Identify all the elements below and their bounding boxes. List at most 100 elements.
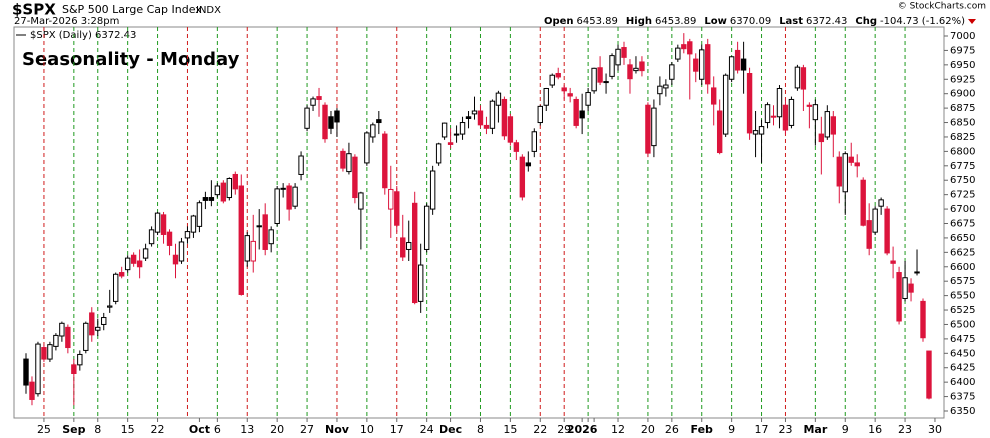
candle-body xyxy=(83,322,89,351)
candle-body xyxy=(788,98,795,126)
candle-body xyxy=(830,116,836,135)
candle-body xyxy=(615,48,621,66)
candle-body xyxy=(860,179,866,226)
quote-label: High xyxy=(626,16,652,27)
x-tick-label: Oct xyxy=(189,423,210,436)
candle-body xyxy=(364,132,370,164)
candle-body xyxy=(699,49,705,80)
candle-body xyxy=(101,317,107,325)
candle-body xyxy=(848,156,854,163)
x-tick-label: 20 xyxy=(641,423,655,436)
candle-body xyxy=(184,231,191,239)
y-tick-label: 6375 xyxy=(950,392,975,403)
candle-body xyxy=(854,162,860,167)
candle-body xyxy=(423,205,430,250)
x-tick-label: 17 xyxy=(390,423,404,436)
x-tick-label: 29 xyxy=(557,423,571,436)
candle-body xyxy=(603,81,609,84)
candle-body xyxy=(447,142,454,145)
x-tick-label: 20 xyxy=(270,423,284,436)
candle-body xyxy=(394,191,400,226)
y-tick-label: 6850 xyxy=(950,118,975,129)
quote-value: -104.73 (-1.62%) xyxy=(880,16,965,27)
y-tick-label: 6775 xyxy=(950,161,975,172)
candle-body xyxy=(47,344,53,360)
candle-body xyxy=(705,44,711,85)
candle-body xyxy=(812,104,819,121)
x-tick-label: 27 xyxy=(300,423,314,436)
candle-body xyxy=(232,173,239,190)
candle-body xyxy=(35,343,41,395)
x-tick-label: 8 xyxy=(477,423,484,436)
candle-body xyxy=(53,334,59,347)
y-tick-label: 6975 xyxy=(950,45,975,56)
datetime: 27-Mar-2026 3:28pm xyxy=(14,16,119,27)
candle-body xyxy=(663,84,669,89)
quote-value: 6370.09 xyxy=(730,16,771,27)
candle-body xyxy=(400,237,406,258)
candle-body xyxy=(645,104,651,154)
candle-body xyxy=(711,87,717,105)
candle-body xyxy=(406,242,412,250)
candle-body xyxy=(250,240,256,262)
candle-body xyxy=(669,64,675,80)
candle-body xyxy=(298,155,304,175)
candle-body xyxy=(71,364,77,375)
candle-body xyxy=(262,214,268,250)
candle-body xyxy=(567,93,573,97)
candle-body xyxy=(316,96,322,100)
x-tick-label: 13 xyxy=(240,423,254,436)
x-tick-label: 15 xyxy=(121,423,135,436)
y-tick-label: 6675 xyxy=(950,219,975,230)
candle-body xyxy=(746,73,753,134)
candle-body xyxy=(764,104,771,124)
candle-body xyxy=(196,202,203,227)
candle-body xyxy=(836,156,842,187)
x-tick-label: 25 xyxy=(37,423,51,436)
x-tick-label: 12 xyxy=(611,423,625,436)
candle-body xyxy=(519,156,526,198)
x-tick-label: 17 xyxy=(755,423,769,436)
candle-body xyxy=(29,381,35,400)
x-tick-label: Nov xyxy=(325,423,350,436)
candle-body xyxy=(238,185,244,295)
candle-body xyxy=(412,202,418,304)
candle-body xyxy=(113,273,119,302)
candle-body xyxy=(621,47,627,58)
candle-body xyxy=(483,124,490,129)
exchange: INDX xyxy=(196,5,221,16)
candle-body xyxy=(752,130,759,135)
candle-body xyxy=(340,150,346,169)
y-tick-label: 6800 xyxy=(950,146,975,157)
candle-body xyxy=(890,260,896,264)
candle-body xyxy=(794,66,801,89)
candle-body xyxy=(334,110,340,123)
y-tick-label: 6550 xyxy=(950,291,975,302)
candle-body xyxy=(178,241,185,262)
y-tick-label: 6625 xyxy=(950,247,975,258)
candle-body xyxy=(722,74,729,135)
candle-body xyxy=(818,133,825,143)
x-tick-label: 26 xyxy=(665,423,679,436)
candle-body xyxy=(118,272,125,277)
quote-label: Chg xyxy=(855,16,877,27)
x-tick-label: 16 xyxy=(868,423,882,436)
candle-body xyxy=(370,124,376,138)
quote-label: Low xyxy=(704,16,726,27)
candle-body xyxy=(758,126,765,135)
candle-body xyxy=(591,67,597,92)
y-tick-label: 6350 xyxy=(950,406,975,417)
candle-body xyxy=(429,170,436,210)
candle-body xyxy=(220,182,227,202)
candle-body xyxy=(543,88,549,106)
quote-value: 6453.89 xyxy=(655,16,696,27)
candle-body xyxy=(495,92,502,106)
candle-body xyxy=(549,74,555,86)
candle-body xyxy=(693,58,699,72)
candle-body xyxy=(477,110,484,126)
candle-body xyxy=(352,156,358,199)
plot-frame xyxy=(13,26,945,419)
candle-body xyxy=(190,215,197,233)
candle-body xyxy=(633,67,639,72)
